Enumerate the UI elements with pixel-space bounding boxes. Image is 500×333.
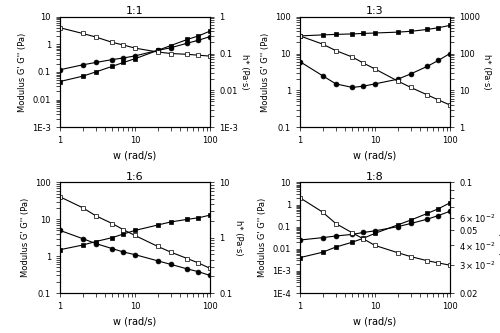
Y-axis label: Modulus G' G'' (Pa): Modulus G' G'' (Pa) (20, 198, 30, 277)
Title: 1:8: 1:8 (366, 172, 384, 182)
Y-axis label: h* (Pa·s): h* (Pa·s) (498, 220, 500, 255)
X-axis label: w (rad/s): w (rad/s) (114, 151, 156, 161)
Y-axis label: h* (Pa·s): h* (Pa·s) (240, 54, 249, 90)
Y-axis label: Modulus G' G'' (Pa): Modulus G' G'' (Pa) (258, 198, 266, 277)
X-axis label: w (rad/s): w (rad/s) (354, 151, 397, 161)
Y-axis label: h* (Pa·s): h* (Pa·s) (482, 54, 491, 90)
X-axis label: w (rad/s): w (rad/s) (114, 317, 156, 327)
Y-axis label: Modulus G' G'' (Pa): Modulus G' G'' (Pa) (18, 32, 26, 112)
Title: 1:3: 1:3 (366, 6, 384, 16)
X-axis label: w (rad/s): w (rad/s) (354, 317, 397, 327)
Y-axis label: h* (Pa·s): h* (Pa·s) (234, 220, 244, 255)
Title: 1:1: 1:1 (126, 6, 144, 16)
Title: 1:6: 1:6 (126, 172, 144, 182)
Y-axis label: Modulus G' G'' (Pa): Modulus G' G'' (Pa) (260, 32, 270, 112)
